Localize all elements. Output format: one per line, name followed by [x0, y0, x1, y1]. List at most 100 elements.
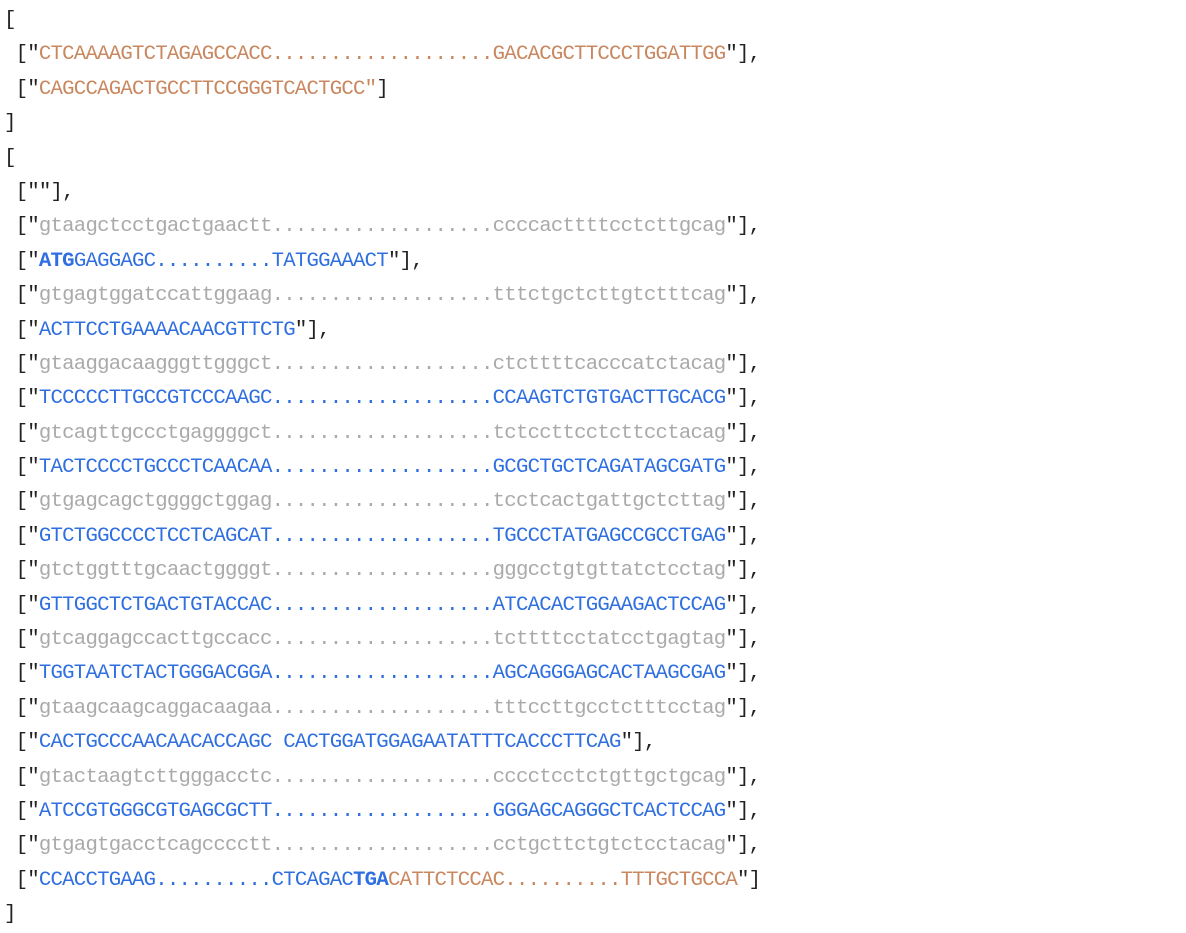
- exon-sequence: TACTCCCCTGCCCTCAACAA: [38, 456, 272, 480]
- intron-sequence: ...................: [271, 559, 494, 583]
- intron-sequence: ...................: [271, 628, 494, 652]
- bracket-text: [": [4, 799, 40, 823]
- intron-sequence: tttctgctcttgtctttcag: [492, 284, 726, 308]
- bracket-text: ]: [376, 77, 388, 101]
- intron-sequence: ...................: [271, 696, 494, 720]
- bracket-text: "],: [725, 284, 761, 308]
- intron-sequence: ...................: [271, 352, 494, 376]
- bracket-text: [": [4, 77, 40, 101]
- sequence-line: ["ATCCGTGGGCGTGAGCGCTT..................…: [4, 795, 761, 829]
- sequence-line: ["ACTTCCTGAAAACAACGTTCTG"],: [4, 314, 760, 348]
- intron-sequence: gtcaggagccacttgccacc: [38, 628, 272, 652]
- sequence-document: [ ["CTCAAAAGTCTAGAGCCACC................…: [4, 4, 761, 933]
- exon-sequence: ...................: [271, 593, 494, 617]
- intron-sequence: ccccacttttcctcttgcag: [492, 215, 726, 239]
- utr-sequence: CATTCTCCAC..........TTTGCTGCCA: [387, 868, 738, 892]
- sequence-line: [""],: [4, 176, 760, 210]
- intron-sequence: ...................: [271, 834, 494, 858]
- intron-sequence: ...................: [271, 215, 494, 239]
- sequence-line: ["ATGGAGGAGC..........TATGGAAACT"],: [4, 245, 760, 279]
- bracket-text: "],: [725, 628, 761, 652]
- bracket-text: [""],: [4, 180, 75, 204]
- sequence-line: [: [4, 4, 760, 38]
- bracket-text: [": [4, 352, 40, 376]
- intron-sequence: ...................: [271, 490, 494, 514]
- utr-sequence: ...................: [271, 43, 494, 67]
- exon-sequence: ...................: [271, 387, 494, 411]
- bracket-text: "],: [725, 490, 761, 514]
- exon-sequence: ...................: [271, 662, 494, 686]
- intron-sequence: ...................: [271, 284, 494, 308]
- exon-sequence: GAGGAGC..........TATGGAAACT: [73, 249, 389, 273]
- bracket-text: [: [4, 9, 16, 32]
- intron-sequence: ...................: [271, 421, 494, 445]
- exon-sequence: AGCAGGGAGCACTAAGCGAG: [492, 662, 726, 686]
- sequence-line: ]: [4, 898, 760, 932]
- bracket-text: [": [4, 834, 40, 858]
- bracket-text: [": [4, 421, 40, 445]
- sequence-line: ["gtgagcagctggggctggag..................…: [4, 485, 761, 519]
- exon-sequence: TGGTAATCTACTGGGACGGA: [38, 662, 272, 686]
- bracket-text: "],: [387, 249, 424, 273]
- bracket-text: "]: [737, 868, 761, 892]
- intron-sequence: tctccttcctcttcctacag: [492, 421, 726, 445]
- intron-sequence: gtaagcaagcaggacaagaa: [38, 696, 272, 720]
- sequence-line: ["CTCAAAAGTCTAGAGCCACC..................…: [4, 38, 761, 72]
- intron-sequence: ...................: [271, 765, 494, 789]
- exon-sequence: CACTGCCCAACAACACCAGC CACTGGATGGAGAATATTT…: [38, 731, 622, 755]
- bracket-text: [": [4, 387, 40, 411]
- intron-sequence: gtgagtggatccattggaag: [38, 284, 272, 308]
- intron-sequence: tttccttgcctctttcctag: [492, 696, 726, 720]
- sequence-line: ["gtaaggacaagggttgggct..................…: [4, 348, 761, 382]
- bracket-text: [: [4, 146, 16, 170]
- bracket-text: "],: [725, 43, 761, 67]
- exon-sequence: CCACCTGAAG..........CTCAGAC: [38, 868, 354, 892]
- bracket-text: [": [4, 43, 40, 67]
- exon-sequence: ATCACACTGGAAGACTCCAG: [492, 593, 726, 617]
- utr-sequence: CAGCCAGACTGCCTTCCGGGTCACTGCC": [38, 77, 377, 101]
- utr-sequence: CTCAAAAGTCTAGAGCCACC: [38, 43, 272, 67]
- bracket-text: ]: [4, 903, 16, 927]
- intron-sequence: gtaaggacaagggttgggct: [38, 352, 272, 376]
- intron-sequence: gtgagcagctggggctggag: [38, 490, 272, 514]
- sequence-line: ["GTTGGCTCTGACTGTACCAC..................…: [4, 589, 761, 623]
- bracket-text: [": [4, 524, 40, 548]
- sequence-line: ["gtgagtgacctcagcccctt..................…: [4, 829, 761, 863]
- bracket-text: "],: [294, 318, 331, 342]
- intron-sequence: gtgagtgacctcagcccctt: [38, 834, 272, 858]
- exon-sequence: ...................: [271, 456, 494, 480]
- bracket-text: [": [4, 490, 40, 514]
- bracket-text: "],: [620, 731, 657, 755]
- sequence-line: ["TACTCCCCTGCCCTCAACAA..................…: [4, 451, 761, 485]
- sequence-line: ["CAGCCAGACTGCCTTCCGGGTCACTGCC"]: [4, 73, 760, 107]
- bracket-text: [": [4, 559, 40, 583]
- bracket-text: "],: [725, 834, 761, 858]
- bracket-text: "],: [725, 421, 761, 445]
- bracket-text: [": [4, 662, 40, 686]
- bracket-text: "],: [725, 215, 761, 239]
- intron-sequence: cccctcctctgttgctgcag: [492, 765, 726, 789]
- intron-sequence: gtaagctcctgactgaactt: [38, 215, 272, 239]
- exon-sequence: TGCCCTATGAGCCGCCTGAG: [492, 524, 726, 548]
- codon-highlight: TGA: [353, 868, 389, 892]
- intron-sequence: gtctggtttgcaactggggt: [38, 559, 272, 583]
- sequence-line: ["TCCCCCTTGCCGTCCCAAGC..................…: [4, 382, 761, 416]
- sequence-line: ]: [4, 107, 760, 141]
- intron-sequence: cctgcttctgtctcctacag: [492, 834, 726, 858]
- bracket-text: "],: [725, 765, 761, 789]
- bracket-text: "],: [725, 352, 761, 376]
- bracket-text: [": [4, 765, 40, 789]
- intron-sequence: gggcctgtgttatctcctag: [492, 559, 726, 583]
- exon-sequence: ACTTCCTGAAAACAACGTTCTG: [38, 318, 296, 342]
- bracket-text: [": [4, 593, 40, 617]
- sequence-line: ["gtcaggagccacttgccacc..................…: [4, 623, 761, 657]
- intron-sequence: ctcttttcacccatctacag: [492, 352, 726, 376]
- sequence-line: [: [4, 142, 760, 176]
- bracket-text: "],: [725, 524, 761, 548]
- sequence-line: ["GTCTGGCCCCTCCTCAGCAT..................…: [4, 520, 761, 554]
- sequence-line: ["gtgagtggatccattggaag..................…: [4, 279, 761, 313]
- intron-sequence: tcctcactgattgctcttag: [492, 490, 726, 514]
- bracket-text: [": [4, 215, 40, 239]
- sequence-line: ["CCACCTGAAG..........CTCAGACTGACATTCTCC…: [4, 864, 761, 898]
- bracket-text: [": [4, 628, 40, 652]
